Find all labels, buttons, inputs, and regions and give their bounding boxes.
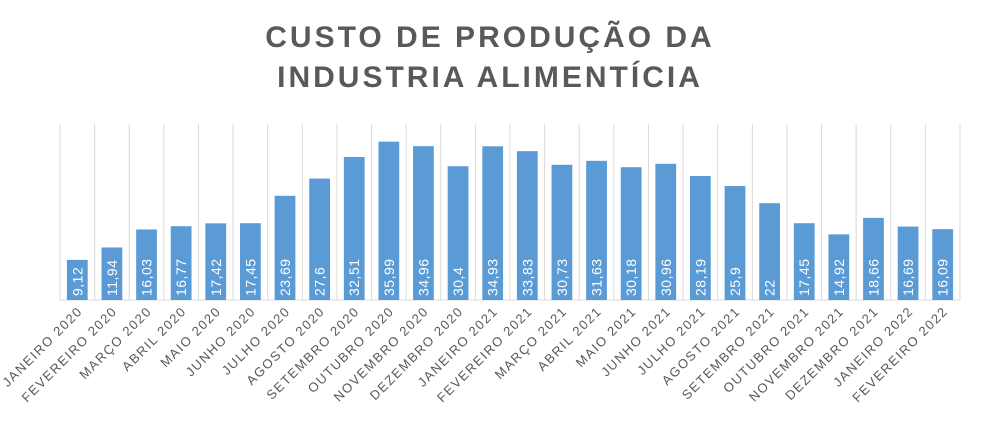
value-label: 16,09 <box>935 258 951 296</box>
bar <box>863 217 884 300</box>
bar <box>793 223 815 300</box>
value-label: 17,45 <box>242 258 258 296</box>
value-label: 16,77 <box>173 258 189 296</box>
value-label: 22 <box>762 279 778 296</box>
value-label: 16,69 <box>900 258 916 296</box>
bar <box>240 223 261 300</box>
bar <box>932 229 954 300</box>
value-label: 34,96 <box>415 258 431 296</box>
value-label: 28,19 <box>692 258 708 296</box>
bar <box>690 175 711 300</box>
bar <box>136 229 157 300</box>
bar <box>724 186 746 300</box>
bar <box>101 247 123 300</box>
bar <box>205 223 227 300</box>
value-label: 35,99 <box>381 258 397 296</box>
chart-title: CUSTO DE PRODUÇÃO DA INDUSTRIA ALIMENTÍC… <box>265 21 715 94</box>
value-label: 34,93 <box>485 258 501 296</box>
value-label: 31,63 <box>589 258 605 296</box>
bar <box>343 156 365 300</box>
value-label: 18,66 <box>865 258 881 296</box>
value-label: 17,42 <box>208 258 224 296</box>
bar <box>655 163 677 300</box>
bar <box>620 167 642 300</box>
bar <box>274 195 296 300</box>
value-label: 17,45 <box>796 258 812 296</box>
value-label: 30,73 <box>554 258 570 296</box>
bar <box>447 166 469 300</box>
bar <box>170 226 192 300</box>
value-label: 16,03 <box>139 258 155 296</box>
bar <box>309 178 330 300</box>
value-label: 9,12 <box>69 267 85 296</box>
bar <box>413 146 434 300</box>
bar <box>516 151 538 300</box>
value-label: 30,18 <box>623 258 639 296</box>
value-label: 23,69 <box>277 258 293 296</box>
bar <box>378 141 400 300</box>
bar <box>759 203 780 300</box>
value-label: 32,51 <box>346 258 362 296</box>
value-label: 25,9 <box>727 267 743 296</box>
value-label: 27,6 <box>312 267 328 296</box>
value-label: 11,94 <box>104 260 120 297</box>
value-label: 33,83 <box>519 258 535 296</box>
value-label: 30,4 <box>450 267 466 296</box>
bar <box>586 160 607 300</box>
bar <box>828 234 850 300</box>
value-label: 30,96 <box>658 258 674 296</box>
bar <box>482 146 504 300</box>
bar <box>897 226 919 300</box>
bar <box>66 259 88 300</box>
bar <box>551 164 573 300</box>
value-label: 14,92 <box>831 258 847 296</box>
